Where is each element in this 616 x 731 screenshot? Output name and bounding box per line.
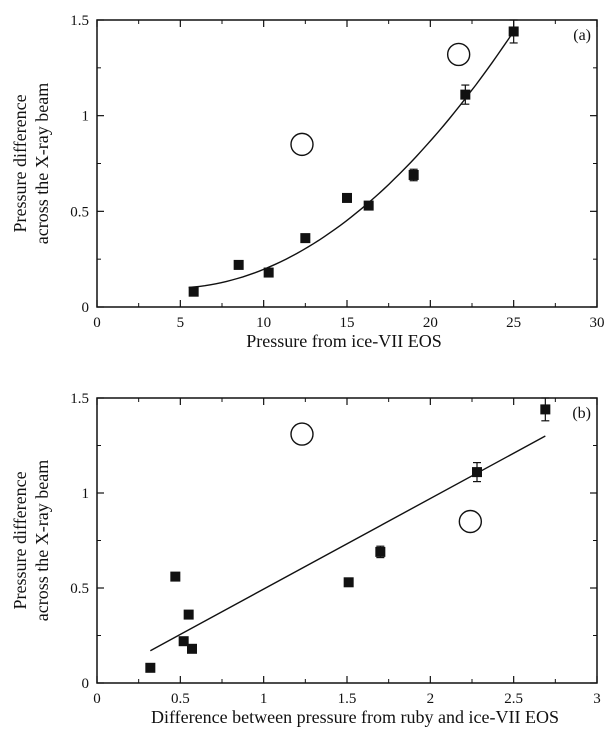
data-point-open-circle — [290, 422, 314, 446]
y-tick-label: 0 — [82, 676, 90, 692]
panel-b-y-axis-label: Pressure difference across the X-ray bea… — [10, 460, 52, 621]
x-tick-label: 3 — [593, 691, 601, 707]
x-tick-label: 0.5 — [171, 691, 190, 707]
x-tick-label: 20 — [423, 315, 438, 331]
x-tick-label: 1 — [260, 691, 268, 707]
data-point-square — [472, 467, 482, 478]
x-tick-label: 15 — [340, 315, 355, 331]
data-point-square — [540, 404, 551, 415]
y-tick-label: 0.5 — [70, 204, 89, 220]
panel-a-chart: 0 5 10 15 20 25 30 0 0.5 1 1.5 (a) Pressure from i… — [10, 13, 605, 351]
data-point-square — [342, 192, 352, 203]
panel-b-markers — [145, 397, 551, 673]
panel-a-plot-frame — [96, 19, 598, 308]
x-tick-label: 5 — [177, 315, 185, 331]
x-tick-label: 1.5 — [338, 691, 357, 707]
data-point-square — [178, 636, 189, 647]
data-point-square — [363, 200, 374, 211]
panel-a-x-axis-label: Pressure from ice-VII EOS — [246, 331, 441, 351]
data-point-square — [145, 662, 156, 673]
y-tick-label: 0.5 — [70, 581, 89, 597]
y-tick-label: 1.5 — [70, 13, 89, 29]
y-tick-label: 0 — [82, 300, 90, 316]
panel-b-chart: 0 0.5 1 1.5 2 2.5 3 0 0.5 1 1.5 (b) Difference bet… — [10, 391, 601, 727]
y-tick-label: 1 — [82, 486, 90, 502]
panel-b-ticks: 0 0.5 1 1.5 2 2.5 3 0 0.5 1 1.5 — [70, 391, 601, 707]
x-tick-label: 10 — [256, 315, 271, 331]
data-point-square — [233, 259, 244, 270]
panel-a-y-axis-label: Pressure difference across the X-ray bea… — [10, 83, 52, 244]
panel-a-y-axis-label-line-1: Pressure difference — [10, 94, 30, 232]
data-point-square — [300, 233, 311, 244]
data-point-square — [508, 26, 519, 37]
y-tick-label: 1.5 — [70, 391, 89, 407]
data-point-square — [183, 609, 194, 620]
data-point-square — [187, 643, 197, 654]
x-tick-label: 25 — [506, 315, 521, 331]
panel-b-fit-line — [149, 435, 546, 652]
x-tick-label: 0 — [93, 315, 101, 331]
x-tick-label: 30 — [590, 315, 605, 331]
data-point-square — [343, 577, 354, 588]
panel-b-y-axis-label-line-2: across the X-ray beam — [32, 460, 52, 621]
x-tick-label: 0 — [93, 691, 101, 707]
y-tick-label: 1 — [82, 109, 90, 125]
panel-a-markers — [188, 19, 519, 297]
panel-b-plot-frame — [96, 397, 598, 684]
data-point-square — [263, 267, 274, 278]
data-point-open-circle — [458, 509, 483, 534]
data-point-square — [408, 169, 419, 180]
data-point-square — [375, 546, 386, 557]
data-point-square — [188, 286, 199, 297]
data-point-open-circle — [446, 42, 471, 67]
panel-a-ticks: 0 5 10 15 20 25 30 0 0.5 1 1.5 — [70, 13, 604, 331]
panel-b-x-axis-label: Difference between pressure from ruby an… — [151, 707, 559, 727]
data-point-square — [460, 89, 471, 100]
data-point-square — [170, 571, 181, 582]
panel-b-y-axis-label-line-1: Pressure difference — [10, 471, 30, 609]
panel-a-label: (a) — [573, 27, 591, 44]
x-tick-label: 2 — [427, 691, 435, 707]
x-tick-label: 2.5 — [504, 691, 523, 707]
panel-a-y-axis-label-line-2: across the X-ray beam — [32, 83, 52, 244]
panel-a-fit-curve — [188, 30, 515, 289]
data-point-open-circle — [290, 132, 314, 157]
panel-b-label: (b) — [572, 405, 591, 422]
